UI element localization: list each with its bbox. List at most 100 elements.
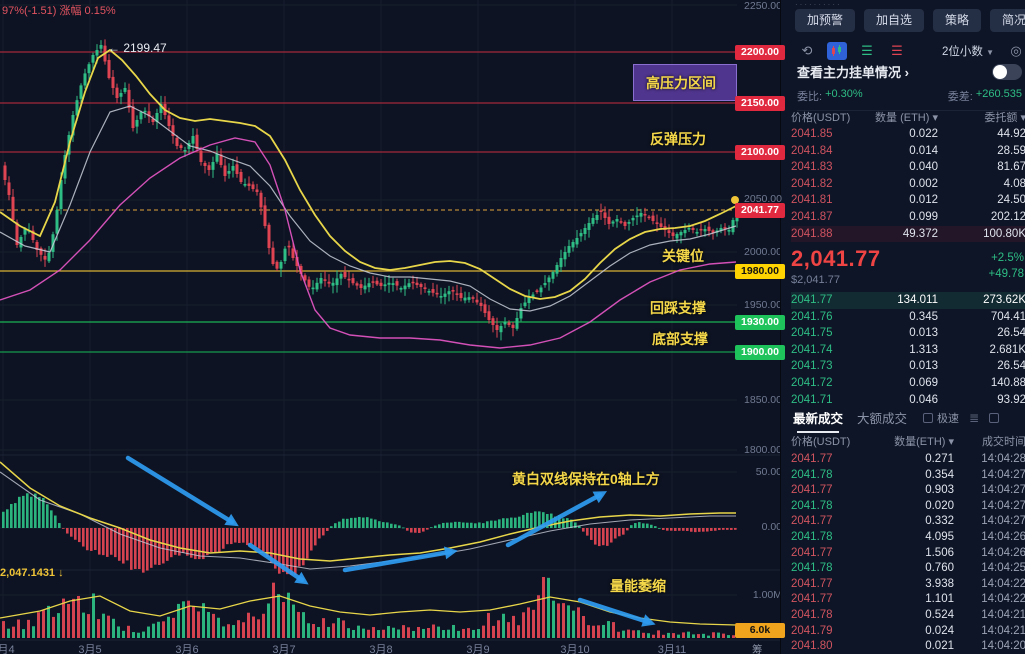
book-price: 2041.74 bbox=[791, 343, 833, 356]
price-badge: 2041.77 bbox=[735, 203, 785, 218]
trade-row: 2041.79 0.024 14:04:21 bbox=[791, 624, 1025, 640]
bid-row[interactable]: 2041.74 1.313 2.681K bbox=[791, 342, 1025, 359]
action-button-row: 加预警 加自选 策略 简况 bbox=[795, 9, 1025, 32]
cut-checkbox-icon[interactable] bbox=[989, 412, 1000, 423]
book-qty: 0.014 bbox=[909, 144, 938, 157]
trade-rows: 2041.77 0.271 14:04:28 2041.78 0.354 14:04:27… bbox=[791, 452, 1025, 654]
trade-qty: 0.332 bbox=[925, 515, 954, 528]
bid-row[interactable]: 2041.77 134.011 273.62K bbox=[791, 292, 1025, 309]
add-alert-button[interactable]: 加预警 bbox=[795, 9, 856, 32]
trade-time: 14:04:27 bbox=[981, 515, 1025, 528]
book-price: 2041.88 bbox=[791, 227, 833, 240]
time-axis-label: 3月4 bbox=[0, 644, 15, 654]
strategy-button[interactable]: 策略 bbox=[933, 9, 982, 32]
trade-time: 14:04:22 bbox=[981, 577, 1025, 590]
last-price: 2,041.77 bbox=[791, 246, 881, 271]
col-trade-price: 价格(USDT) bbox=[791, 436, 851, 448]
trade-list-header: 价格(USDT) 数量(ETH) ▾ 成交时间 bbox=[791, 433, 1025, 449]
overview-button[interactable]: 简况 bbox=[990, 9, 1025, 32]
change-amount: +49.78 bbox=[988, 268, 1025, 280]
trade-time: 14:04:27 bbox=[981, 484, 1025, 497]
annotation-high-pressure: 高压力区间 bbox=[646, 75, 716, 91]
checkbox-icon bbox=[923, 412, 934, 423]
book-qty: 0.013 bbox=[909, 360, 938, 373]
bid-row[interactable]: 2041.73 0.013 26.54 bbox=[791, 358, 1025, 375]
high-price-marker: ← 2199.47 bbox=[108, 41, 167, 55]
trade-time: 14:04:28 bbox=[981, 453, 1025, 465]
fast-mode-checkbox[interactable]: 极速 bbox=[923, 410, 959, 426]
price-badge: 2200.00 bbox=[735, 45, 785, 60]
trade-row: 2041.77 0.332 14:04:27 bbox=[791, 514, 1025, 530]
ask-row[interactable]: 2041.81 0.012 24.50 bbox=[791, 192, 1025, 209]
axis-label: 50.00 bbox=[755, 466, 782, 478]
trade-time: 14:04:21 bbox=[981, 608, 1025, 621]
book-price: 2041.81 bbox=[791, 194, 833, 207]
ask-row[interactable]: 2041.83 0.040 81.67 bbox=[791, 159, 1025, 176]
trade-row: 2041.78 0.354 14:04:27 bbox=[791, 468, 1025, 484]
col-trade-qty: 数量(ETH) ▾ bbox=[894, 436, 954, 448]
book-price: 2041.72 bbox=[791, 376, 833, 389]
kline-chart-canvas[interactable] bbox=[0, 0, 780, 654]
trade-price: 2041.78 bbox=[791, 530, 833, 543]
axis-label: 1.00M bbox=[752, 589, 782, 601]
book-amount: 26.54 bbox=[997, 360, 1025, 373]
trade-time: 14:04:26 bbox=[981, 530, 1025, 543]
trade-row: 2041.78 0.020 14:04:27 bbox=[791, 499, 1025, 515]
book-qty: 0.069 bbox=[909, 376, 938, 389]
price-badge: 2100.00 bbox=[735, 145, 785, 160]
book-amount: 4.08 bbox=[1003, 177, 1025, 190]
book-qty: 0.012 bbox=[909, 194, 938, 207]
tab-large-trades[interactable]: 大额成交 bbox=[857, 412, 908, 426]
kline-style-icon[interactable] bbox=[827, 42, 847, 60]
price-badge: 2150.00 bbox=[735, 96, 785, 111]
price-badge: 6.0k bbox=[735, 623, 785, 638]
bid-row[interactable]: 2041.71 0.046 93.92 bbox=[791, 392, 1025, 409]
book-amount: 26.54 bbox=[997, 327, 1025, 340]
ratio-value: +0.30% bbox=[825, 88, 863, 100]
sort-icon[interactable]: ≣ bbox=[969, 410, 980, 425]
corner-label[interactable]: 筹码 bbox=[752, 644, 769, 654]
book-price: 2041.83 bbox=[791, 161, 833, 174]
add-watchlist-button[interactable]: 加自选 bbox=[864, 9, 925, 32]
trade-qty: 0.020 bbox=[925, 499, 954, 512]
tab-latest-trades[interactable]: 最新成交 bbox=[793, 408, 843, 433]
depth-list-red-icon[interactable]: ☰ bbox=[891, 43, 903, 58]
book-amount: 704.41 bbox=[990, 310, 1025, 323]
bid-row[interactable]: 2041.72 0.069 140.88 bbox=[791, 375, 1025, 392]
trade-row: 2041.78 0.760 14:04:25 bbox=[791, 561, 1025, 577]
kline-chart-area[interactable]: 97%(-1.51) 涨幅 0.15% ← 2199.47 高压力区间 反弹压力… bbox=[0, 0, 785, 654]
book-amount: 100.80K bbox=[983, 227, 1025, 240]
decimal-precision-select[interactable]: 2位小数 ▼ bbox=[941, 46, 994, 58]
book-price: 2041.71 bbox=[791, 393, 833, 406]
trade-price: 2041.78 bbox=[791, 468, 833, 481]
main-orders-toggle[interactable] bbox=[992, 63, 1022, 80]
annotation-pullback-support: 回踩支撑 bbox=[650, 300, 706, 316]
trade-price: 2041.78 bbox=[791, 499, 833, 512]
annotation-bottom-support: 底部支撑 bbox=[652, 331, 708, 347]
book-amount: 273.62K bbox=[983, 294, 1025, 306]
trade-price: 2041.77 bbox=[791, 577, 833, 590]
loop-icon[interactable]: ⟲ bbox=[801, 43, 813, 58]
bid-row[interactable]: 2041.75 0.013 26.54 bbox=[791, 325, 1025, 342]
trade-qty: 1.506 bbox=[925, 546, 954, 559]
ask-row[interactable]: 2041.82 0.002 4.08 bbox=[791, 176, 1025, 193]
depth-list-green-icon[interactable]: ☰ bbox=[861, 43, 873, 58]
book-qty: 49.372 bbox=[902, 227, 938, 240]
ask-row[interactable]: 2041.84 0.014 28.59 bbox=[791, 143, 1025, 160]
book-qty: 0.040 bbox=[909, 161, 938, 174]
view-main-orders-link[interactable]: 查看主力挂单情况 › bbox=[797, 65, 909, 80]
bid-row[interactable]: 2041.76 0.345 704.41 bbox=[791, 309, 1025, 326]
ask-row[interactable]: 2041.85 0.022 44.92 bbox=[791, 126, 1025, 143]
book-amount: 202.12 bbox=[990, 210, 1025, 223]
book-amount: 93.92 bbox=[997, 393, 1025, 406]
price-badge: 1980.00 bbox=[735, 264, 785, 279]
trade-qty: 0.903 bbox=[925, 484, 954, 497]
settings-icon[interactable]: ◎ bbox=[1010, 43, 1022, 58]
ask-row[interactable]: 2041.88 49.372 100.80K bbox=[791, 225, 1025, 243]
time-axis-label: 3月8 bbox=[369, 644, 393, 654]
time-axis-label: 3月6 bbox=[175, 644, 199, 654]
trade-price: 2041.77 bbox=[791, 515, 833, 528]
ask-row[interactable]: 2041.87 0.099 202.12 bbox=[791, 209, 1025, 226]
axis-label: 2250.00 bbox=[744, 0, 782, 12]
annotation-key-level: 关键位 bbox=[662, 248, 704, 264]
